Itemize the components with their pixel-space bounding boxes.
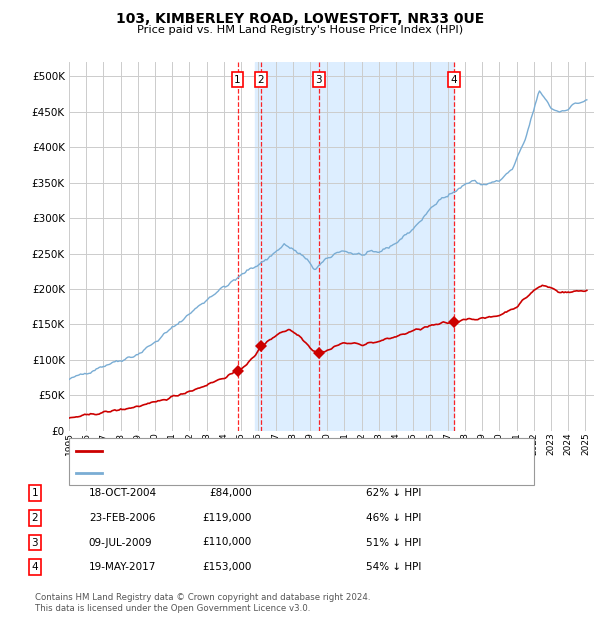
Bar [255,62,454,431]
Text: 103, KIMBERLEY ROAD, LOWESTOFT, NR33 0UE: 103, KIMBERLEY ROAD, LOWESTOFT, NR33 0UE [116,12,484,27]
Text: 09-JUL-2009: 09-JUL-2009 [89,538,152,547]
Text: 4: 4 [31,562,38,572]
Text: 3: 3 [31,538,38,547]
Text: 23-FEB-2006: 23-FEB-2006 [89,513,155,523]
Text: £119,000: £119,000 [203,513,252,523]
Text: 18-OCT-2004: 18-OCT-2004 [89,488,157,498]
Text: Contains HM Land Registry data © Crown copyright and database right 2024.
This d: Contains HM Land Registry data © Crown c… [35,593,370,613]
Text: 2: 2 [31,513,38,523]
Text: £110,000: £110,000 [203,538,252,547]
Text: 3: 3 [316,75,322,85]
Text: 1: 1 [31,488,38,498]
Text: 54% ↓ HPI: 54% ↓ HPI [366,562,421,572]
Text: 4: 4 [451,75,458,85]
Text: HPI: Average price, detached house, East Suffolk: HPI: Average price, detached house, East… [107,468,350,478]
Text: Price paid vs. HM Land Registry's House Price Index (HPI): Price paid vs. HM Land Registry's House … [137,25,463,35]
Text: 46% ↓ HPI: 46% ↓ HPI [366,513,421,523]
Text: £153,000: £153,000 [203,562,252,572]
Text: 2: 2 [257,75,264,85]
Text: 103, KIMBERLEY ROAD, LOWESTOFT, NR33 0UE (detached house): 103, KIMBERLEY ROAD, LOWESTOFT, NR33 0UE… [107,446,434,456]
Text: 19-MAY-2017: 19-MAY-2017 [89,562,156,572]
Text: 51% ↓ HPI: 51% ↓ HPI [366,538,421,547]
Text: £84,000: £84,000 [209,488,252,498]
Text: 62% ↓ HPI: 62% ↓ HPI [366,488,421,498]
Text: 1: 1 [234,75,241,85]
